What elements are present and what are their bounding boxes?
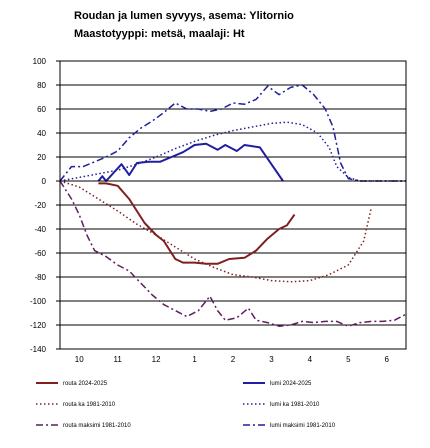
x-axis-tick-labels: 10 11 12 1 2 3 4 5 6 — [75, 355, 390, 364]
y-tick-label-8: -60 — [34, 249, 46, 258]
x-tick-label-3: 1 — [192, 355, 197, 364]
series-line-5 — [59, 84, 406, 182]
x-tick-label-0: 10 — [75, 355, 84, 364]
y-axis-tick-labels: 100 80 60 40 20 0 -20 -40 -60 -80 -100 -120 -140 — [30, 57, 60, 354]
legend-label-2: routa ka 1981-2010 — [63, 402, 116, 408]
legend-label-0: routa 2024-2025 — [63, 381, 108, 387]
y-tick-label-10: -100 — [30, 297, 47, 306]
legend-label-3: lumi ka 1981-2010 — [270, 402, 320, 408]
chart-subtitle: Maastotyyppi: metsä, maalaji: Ht — [74, 28, 245, 40]
y-tick-label-5: 0 — [42, 177, 47, 186]
legend-label-5: lumi maksimi 1981-2010 — [270, 423, 336, 429]
series-line-1 — [97, 142, 284, 182]
y-tick-label-6: -20 — [34, 201, 46, 210]
grid-lines — [60, 60, 406, 350]
y-tick-label-12: -140 — [30, 345, 47, 354]
x-tick-label-1: 11 — [114, 355, 123, 364]
series-line-3 — [59, 121, 406, 182]
chart-title: Roudan ja lumen syvyys, asema: Ylitornio — [74, 10, 294, 22]
y-tick-label-0: 100 — [33, 57, 47, 66]
x-tick-label-2: 12 — [152, 355, 161, 364]
y-tick-label-1: 80 — [37, 81, 46, 90]
x-tick-label-5: 3 — [269, 355, 274, 364]
y-tick-label-11: -120 — [30, 321, 47, 330]
x-tick-label-8: 6 — [385, 355, 390, 364]
legend-label-1: lumi 2024-2025 — [270, 381, 312, 387]
series-line-4 — [59, 180, 407, 327]
series-layer — [59, 84, 407, 327]
legend-label-4: routa maksimi 1981-2010 — [63, 423, 131, 429]
series-line-2 — [59, 180, 373, 283]
x-tick-label-7: 5 — [346, 355, 351, 364]
series-line-0 — [98, 182, 296, 265]
x-tick-label-4: 2 — [231, 355, 236, 364]
y-tick-label-4: 20 — [37, 153, 46, 162]
x-tick-label-6: 4 — [308, 355, 313, 364]
y-tick-label-9: -80 — [34, 273, 46, 282]
y-tick-label-7: -40 — [34, 225, 46, 234]
legend: routa 2024-2025 lumi 2024-2025 routa ka 19… — [36, 381, 336, 429]
y-tick-label-2: 60 — [37, 105, 46, 114]
y-tick-label-3: 40 — [37, 129, 46, 138]
